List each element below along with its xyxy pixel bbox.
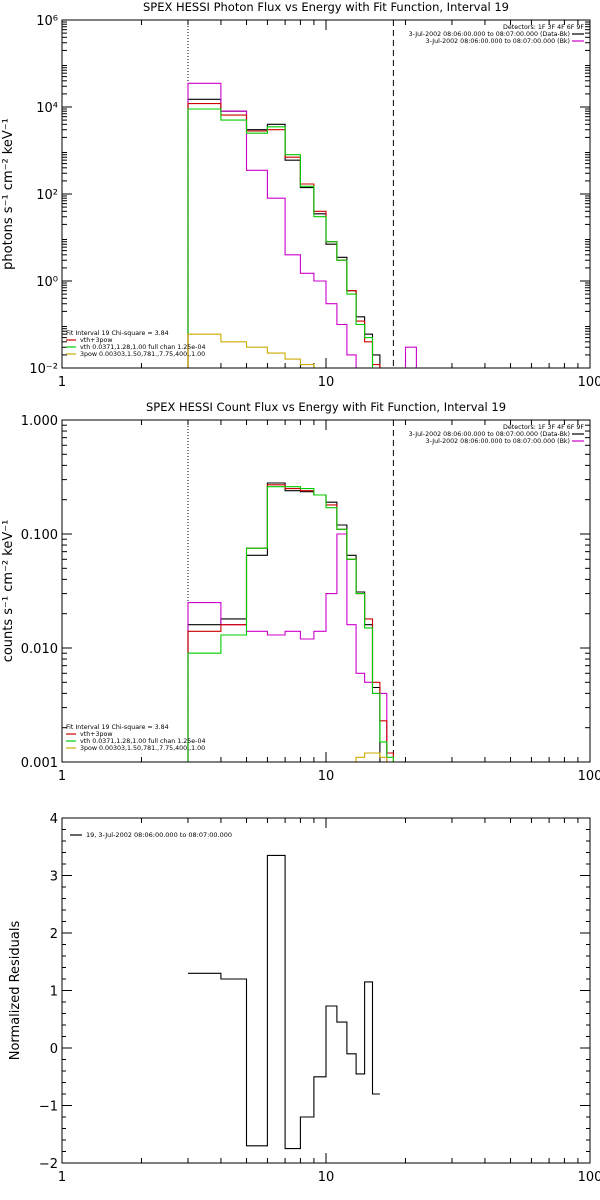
legend-bottom-entry: Fit Interval 19 Chi-square = 3.84 (66, 724, 169, 731)
legend-bottom-entry: vth+3pow (80, 731, 112, 738)
legend-bottom-entry: 3pow 0.00303,1.50,781.,7.75,400.,1.00 (80, 351, 205, 358)
y-tick-label: 10⁶ (36, 14, 58, 29)
series-3pow (187, 333, 417, 369)
legend-top-entry: 3-Jul-2002 08:06:00.000 to 08:07:00.000 … (409, 31, 570, 38)
series-3pow (355, 752, 394, 763)
y-axis-label: counts s⁻¹ cm⁻² keV⁻¹ (1, 520, 16, 663)
legend-top-entry: 3-Jul-2002 08:06:00.000 to 08:07:00.000 … (409, 431, 570, 438)
y-axis-label: Normalized Residuals (8, 921, 23, 1061)
x-tick-label: 10 (318, 769, 335, 784)
y-tick-label: 0.100 (21, 528, 58, 543)
legend-top-entry: Detectors: 1F 3F 4F 6F 9F (503, 24, 584, 31)
y-axis-label: photons s⁻¹ cm⁻² keV⁻¹ (1, 118, 16, 270)
legend-bottom-entry: vth 0.0371,1.28,1.00 full chan 1.25e-04 (80, 738, 205, 745)
series-vth-3pow (187, 103, 417, 369)
x-tick-label: 1 (58, 1170, 66, 1185)
plot-frame (61, 817, 591, 1164)
series-residuals (188, 854, 380, 1150)
series-bk (187, 533, 388, 762)
plot-frame (61, 419, 591, 763)
y-tick-label: 1 (50, 985, 58, 1000)
plot-frame (61, 19, 591, 369)
y-tick-label: 2 (50, 927, 58, 942)
series-data-bk (187, 98, 381, 368)
legend-top-entry: 3-Jul-2002 08:06:00.000 to 08:07:00.000 … (426, 438, 570, 445)
series-vth (187, 486, 394, 762)
y-tick-label: 3 (50, 870, 58, 885)
legend-top-entry: 19, 3-Jul-2002 08:06:00.000 to 08:07:00.… (86, 831, 232, 839)
y-tick-label: −2 (39, 1157, 58, 1172)
x-tick-label: 100 (578, 375, 600, 390)
y-tick-label: 10² (36, 188, 58, 203)
series-data-bk (187, 482, 381, 762)
legend-top-entry: 3-Jul-2002 08:06:00.000 to 08:07:00.000 … (426, 38, 570, 45)
chart-title: SPEX HESSI Count Flux vs Energy with Fit… (146, 400, 506, 414)
y-tick-label: −1 (39, 1100, 58, 1115)
x-tick-label: 10 (318, 375, 335, 390)
photon-flux-panel: SPEX HESSI Photon Flux vs Energy with Fi… (1, 0, 600, 390)
count-flux-panel: SPEX HESSI Count Flux vs Energy with Fit… (1, 400, 600, 784)
y-tick-label: 4 (50, 812, 58, 827)
legend-bottom-entry: vth+3pow (80, 337, 112, 344)
series-bk (187, 82, 417, 369)
y-tick-label: 0 (50, 1042, 58, 1057)
y-tick-label: 10⁰ (36, 275, 58, 290)
y-tick-label: 10⁴ (36, 101, 58, 116)
residuals-panel: Normalized Residuals 1 10 100 −2 −1 0 1 2 3 4 19, 3… (8, 812, 600, 1185)
legend-top-entry: Detectors: 1F 3F 4F 6F 9F (503, 424, 584, 431)
x-tick-label: 100 (578, 1170, 600, 1185)
x-tick-label: 10 (318, 1170, 335, 1185)
y-tick-label: 1.000 (21, 414, 58, 429)
legend-bottom-entry: vth 0.0371,1.28,1.00 full chan 1.25e-04 (80, 344, 205, 351)
chart-title: SPEX HESSI Photon Flux vs Energy with Fi… (143, 0, 509, 14)
x-tick-label: 100 (578, 769, 600, 784)
x-tick-label: 1 (58, 375, 66, 390)
series-vth (187, 108, 394, 369)
x-tick-label: 1 (58, 769, 66, 784)
y-tick-label: 0.001 (21, 756, 58, 771)
legend-bottom-entry: 3pow 0.00303,1.50,781.,7.75,400.,1.00 (80, 745, 205, 752)
legend-bottom-entry: Fit Interval 19 Chi-square = 3.84 (66, 330, 169, 337)
y-tick-label: 0.010 (21, 642, 58, 657)
y-tick-label: 10⁻² (29, 362, 58, 377)
